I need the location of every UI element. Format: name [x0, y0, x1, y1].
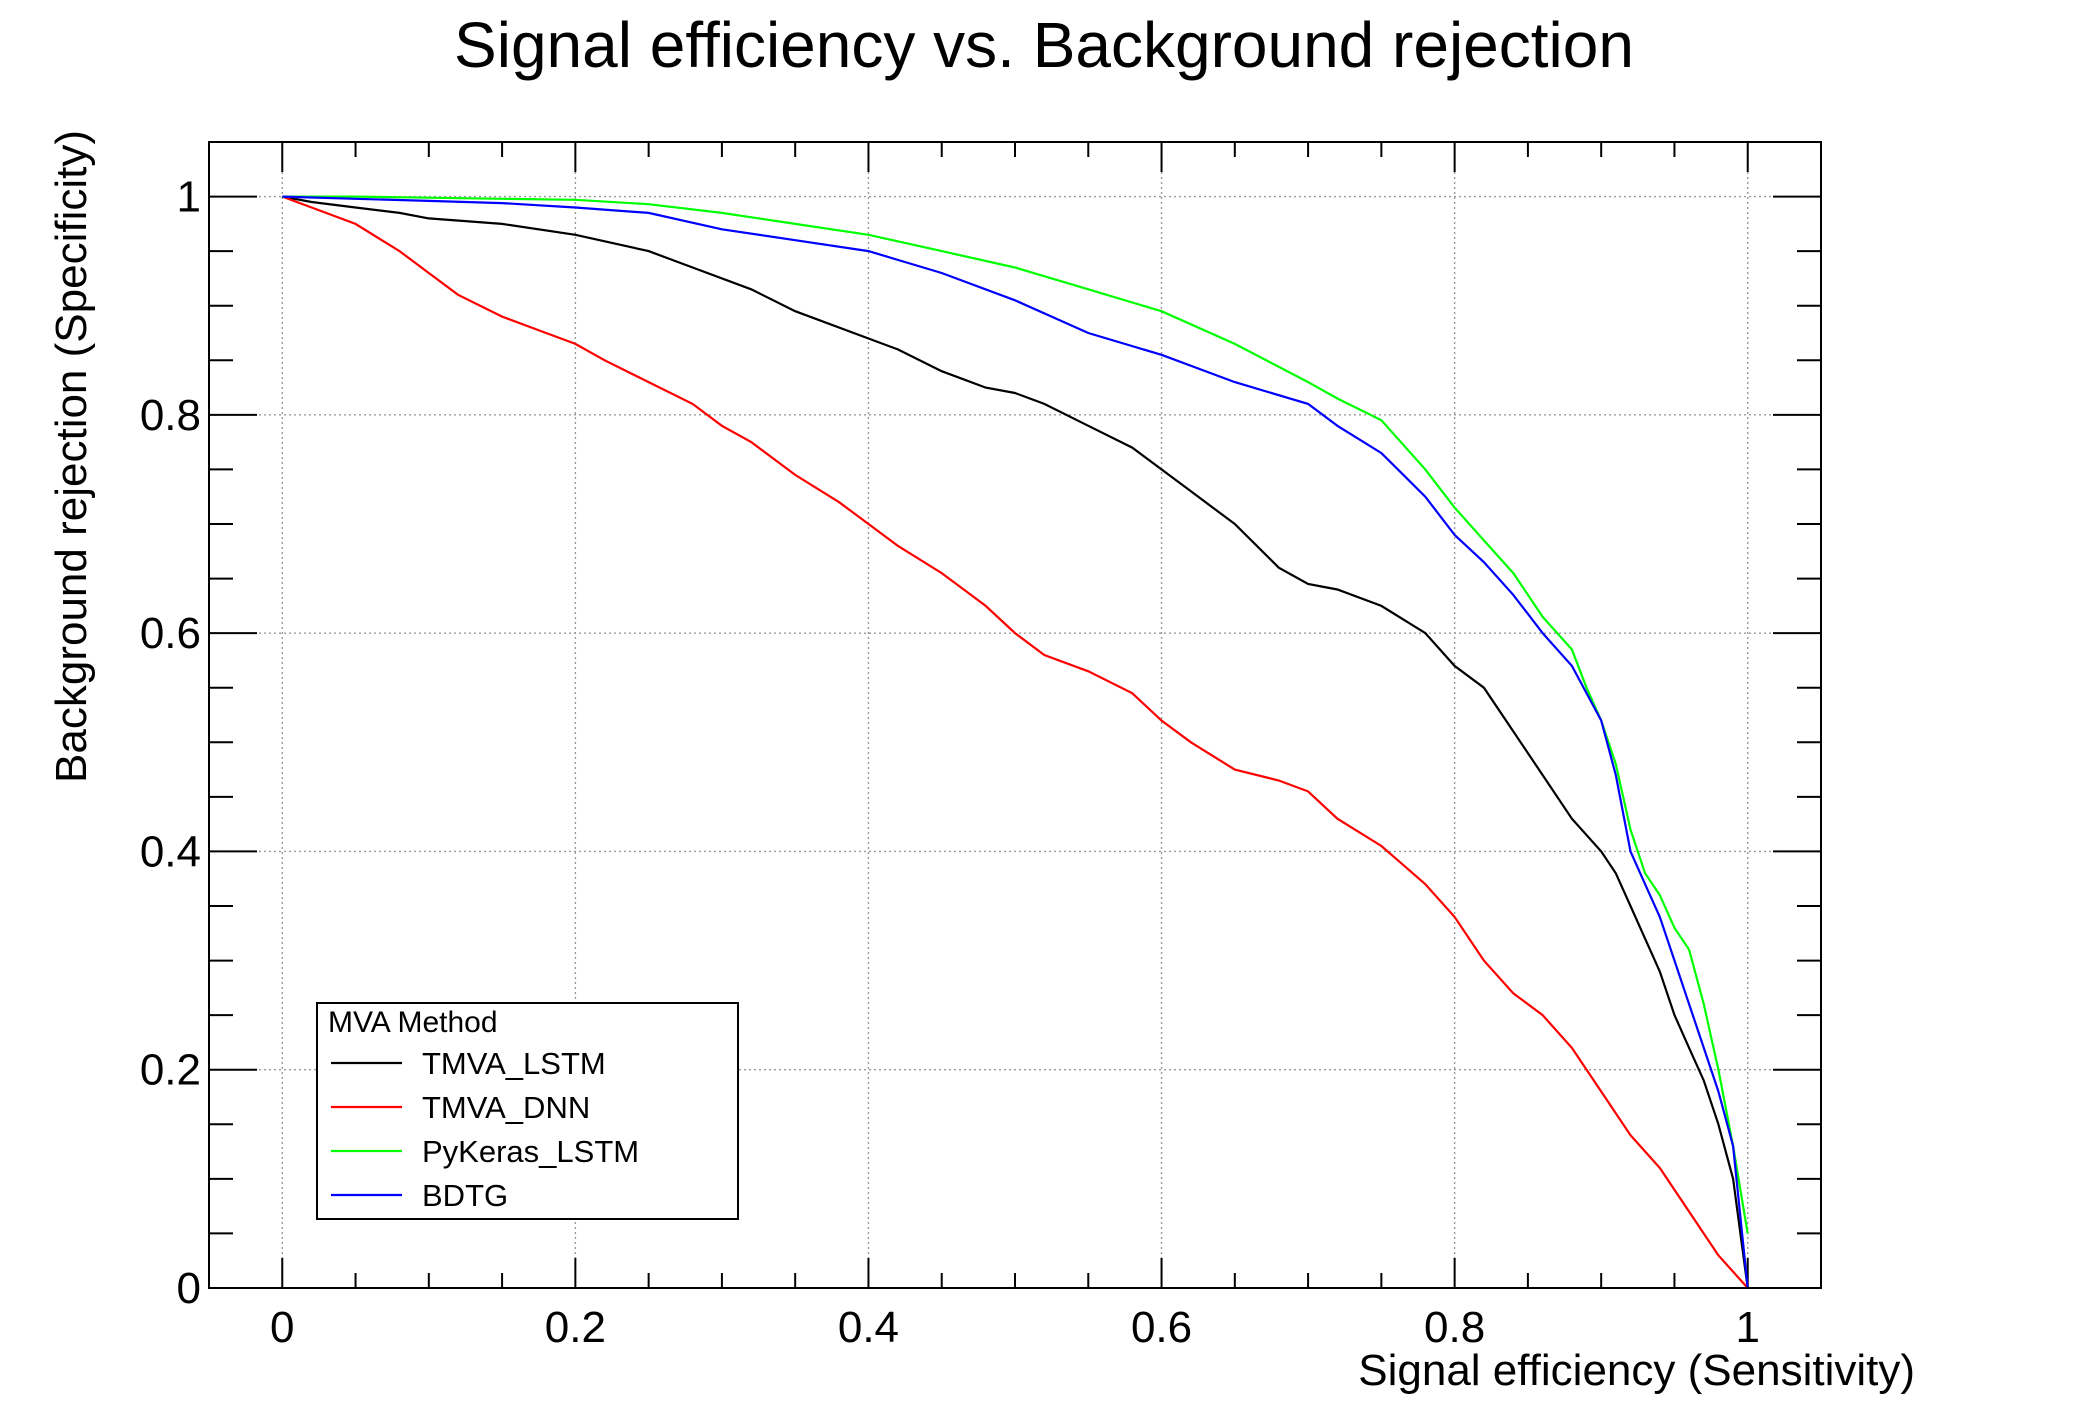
y-tick-label: 0.6 [140, 609, 201, 658]
series-line-tmva-dnn [281, 195, 1749, 1289]
legend-label-bdtg: BDTG [422, 1178, 508, 1213]
axis-ticks [209, 142, 1821, 1289]
legend: MVA Method TMVA_LSTM TMVA_DNN PyKeras_LSTM… [316, 1002, 739, 1220]
chart-title: Signal efficiency vs. Background rejecti… [454, 9, 1634, 81]
series-line-pykeras-lstm [282, 195, 1749, 1234]
y-axis-label: Background rejection (Specificity) [47, 130, 96, 783]
x-tick-label: 0.6 [1131, 1303, 1192, 1352]
legend-entries: TMVA_LSTM TMVA_DNN PyKeras_LSTM BDTG [331, 1046, 639, 1213]
series-line-tmva-lstm [282, 195, 1749, 1289]
x-axis-label: Signal efficiency (Sensitivity) [1358, 1346, 1915, 1395]
y-tick-label: 0.2 [140, 1046, 201, 1095]
y-tick-label: 0.8 [140, 391, 201, 440]
y-tick-labels: 0 0.2 0.4 0.6 0.8 1 [140, 173, 201, 1313]
series-lines [281, 195, 1749, 1289]
legend-label-tmva-dnn: TMVA_DNN [422, 1090, 590, 1125]
legend-label-tmva-lstm: TMVA_LSTM [422, 1046, 606, 1081]
legend-label-pykeras-lstm: PyKeras_LSTM [422, 1134, 639, 1169]
x-tick-labels: 0 0.2 0.4 0.6 0.8 1 [270, 1303, 1760, 1352]
x-tick-label: 0.4 [838, 1303, 899, 1352]
x-tick-label: 1 [1735, 1303, 1759, 1352]
x-tick-label: 0 [270, 1303, 294, 1352]
x-tick-label: 0.2 [545, 1303, 606, 1352]
legend-title: MVA Method [328, 1006, 498, 1039]
y-tick-label: 0 [177, 1264, 201, 1313]
y-tick-label: 1 [177, 173, 201, 222]
y-tick-label: 0.4 [140, 827, 201, 876]
plot-frame [208, 141, 1822, 1289]
legend-box [316, 1002, 739, 1220]
series-line-bdtg [282, 195, 1749, 1289]
x-tick-label: 0.8 [1424, 1303, 1485, 1352]
